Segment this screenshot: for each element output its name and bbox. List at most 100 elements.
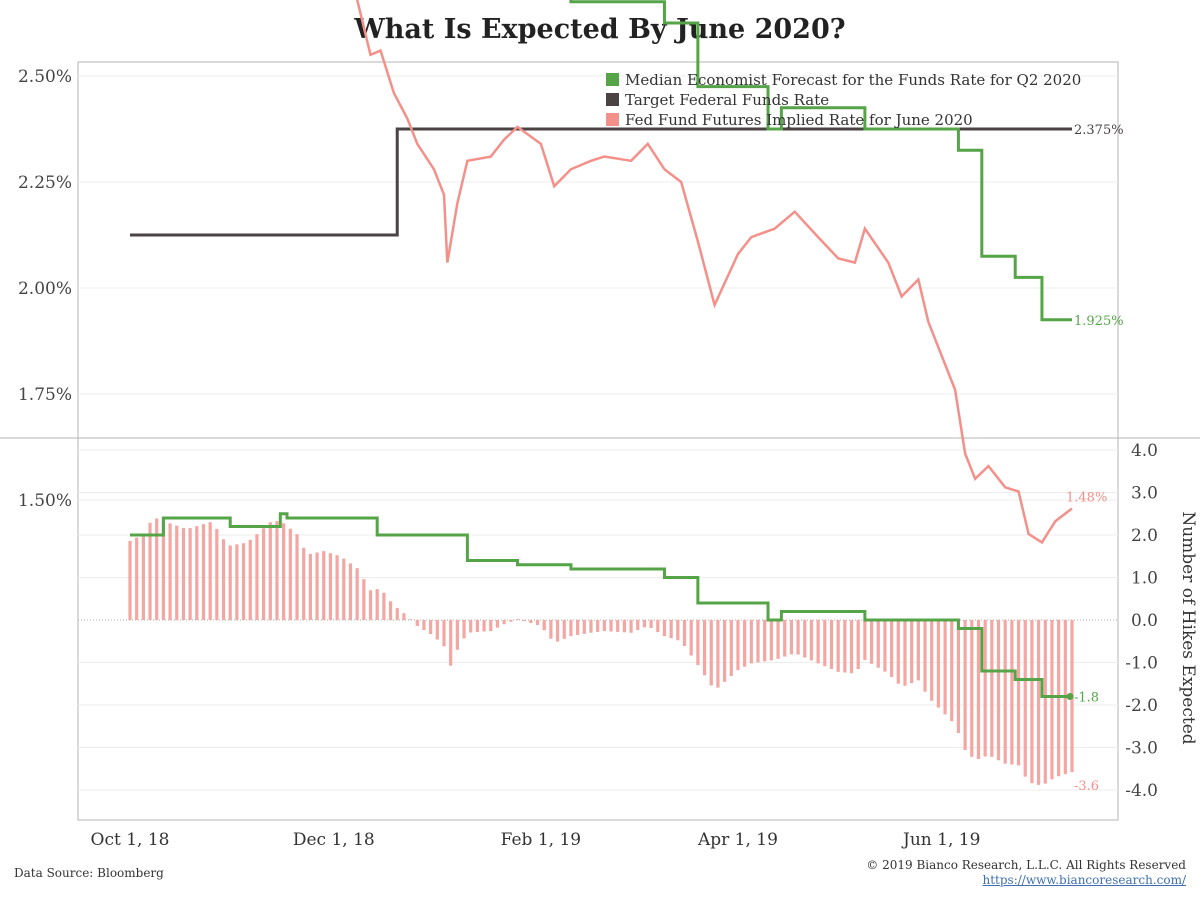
bottom-y-tick-label: 0.0: [1131, 611, 1158, 631]
top-y-tick-label: 2.25%: [18, 173, 72, 193]
hikes-bar: [576, 620, 580, 636]
hikes-bar: [642, 620, 647, 628]
hikes-bar: [268, 522, 272, 620]
hikes-bar: [823, 620, 827, 667]
hikes-bar: [175, 525, 179, 620]
hikes-bar: [168, 523, 172, 620]
economist-hikes-end-label: -1.8: [1074, 691, 1099, 706]
futures-implied-line: [355, 0, 1073, 545]
hikes-bar: [676, 620, 680, 641]
hikes-bar: [916, 620, 920, 681]
hikes-bar: [843, 620, 847, 673]
hikes-bar: [342, 558, 346, 620]
website-link[interactable]: https://www.biancoresearch.com/: [982, 873, 1186, 887]
hikes-bar: [315, 552, 319, 620]
hikes-bars: [128, 518, 1074, 785]
hikes-bar: [963, 620, 967, 751]
hikes-bar: [616, 620, 620, 632]
hikes-bar: [569, 620, 573, 637]
bottom-y-tick-label: 2.0: [1131, 526, 1158, 546]
economist-hikes-end-dot: [1066, 693, 1074, 700]
chart-title: What Is Expected By June 2020?: [354, 14, 846, 45]
axis-labels: 1.50%1.75%2.00%2.25%2.50%2.75%3.00%4.03.…: [18, 67, 1198, 850]
hikes-bar: [869, 620, 874, 664]
hikes-bar: [923, 620, 927, 692]
hikes-bar: [362, 579, 366, 620]
hikes-bar: [1003, 620, 1007, 764]
hikes-bar: [749, 620, 753, 664]
hikes-bar: [669, 620, 673, 639]
legend-label: Fed Fund Futures Implied Rate for June 2…: [625, 111, 973, 129]
hikes-bar: [282, 523, 286, 620]
bottom-y-tick-label: 1.0: [1131, 569, 1158, 589]
hikes-bar: [255, 534, 259, 620]
economist-hikes-line: [130, 512, 1072, 698]
hikes-bar: [709, 620, 713, 686]
hikes-bar: [475, 620, 480, 633]
hikes-bar: [1016, 620, 1021, 766]
target-funds-rate-line: [130, 127, 1072, 237]
hikes-bar: [455, 620, 459, 650]
top-gridlines: [78, 75, 1118, 501]
hikes-bar: [582, 620, 586, 634]
bottom-y-tick-label: -4.0: [1125, 781, 1158, 801]
hikes-bar: [602, 620, 606, 632]
bottom-y-tick-label: -1.0: [1125, 654, 1158, 674]
legend-label: Median Economist Forecast for the Funds …: [625, 71, 1081, 89]
hikes-bar: [1036, 620, 1041, 785]
hikes-bar: [228, 545, 232, 620]
hikes-bar: [462, 620, 466, 639]
economist-end-label: 1.925%: [1074, 314, 1124, 329]
legend-swatch: [606, 113, 619, 126]
hikes-bar: [763, 620, 767, 662]
hikes-bar: [696, 620, 700, 666]
x-tick-label: Oct 1, 18: [91, 830, 170, 850]
bottom-y-tick-label: -2.0: [1125, 696, 1158, 716]
hikes-bar: [589, 620, 593, 633]
hikes-bar: [990, 620, 994, 757]
hikes-bar: [295, 534, 299, 620]
hikes-bar: [816, 620, 820, 664]
hikes-bar: [141, 534, 145, 620]
hikes-bar: [529, 620, 533, 624]
hikes-bar: [849, 620, 854, 674]
hikes-bar: [743, 620, 747, 667]
hikes-bar: [856, 620, 860, 670]
hikes-bar: [1043, 620, 1047, 784]
hikes-bar: [1023, 620, 1027, 777]
hikes-bar: [596, 620, 600, 632]
hikes-bar: [322, 551, 326, 620]
hikes-bar: [422, 620, 426, 631]
hikes-bar: [148, 522, 152, 620]
hikes-bar: [348, 563, 353, 620]
hikes-bar: [355, 568, 359, 620]
hikes-bar: [382, 592, 386, 620]
hikes-bar: [996, 620, 1001, 761]
hikes-bar: [876, 620, 880, 668]
hikes-bar: [936, 620, 940, 708]
hikes-bar: [1030, 620, 1034, 784]
hikes-bar: [729, 620, 733, 676]
hikes-bar: [682, 620, 687, 647]
hikes-bar: [662, 620, 667, 637]
hikes-bar: [248, 539, 252, 620]
hikes-bar: [943, 620, 947, 715]
hikes-bar: [702, 620, 707, 676]
hikes-bar: [161, 520, 166, 620]
hikes-bar: [535, 620, 540, 625]
hikes-bar: [609, 620, 613, 632]
hikes-bar: [449, 620, 453, 666]
target-end-label: 2.375%: [1074, 123, 1124, 138]
hikes-bar: [221, 539, 226, 620]
hikes-bar: [796, 620, 800, 655]
chart-frame: [0, 61, 1200, 821]
hikes-bar: [262, 528, 266, 620]
legend-label: Target Federal Funds Rate: [625, 91, 829, 109]
hikes-bar: [555, 620, 560, 642]
hikes-bar: [368, 590, 373, 620]
hikes-bar: [275, 521, 279, 620]
hikes-bar: [435, 620, 439, 640]
hikes-bar: [896, 620, 900, 684]
hikes-bar: [155, 518, 159, 620]
hikes-bar: [656, 620, 660, 633]
